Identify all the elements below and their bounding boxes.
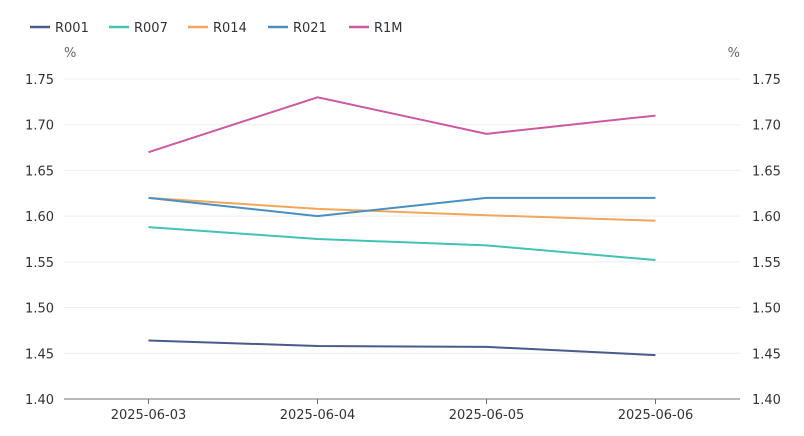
legend: R001 R007 R014 R021 R1M <box>30 21 403 36</box>
y-tick-label-left: 1.55 <box>25 256 54 271</box>
x-tick-label: 2025-06-04 <box>280 408 356 423</box>
legend-label-r014: R014 <box>213 21 247 36</box>
y-tick-label-right: 1.55 <box>752 256 781 271</box>
series-line-r001 <box>148 339 656 357</box>
y-axis-unit-left: % <box>64 46 76 61</box>
y-tick-label-right: 1.50 <box>752 302 781 317</box>
y-tick-label-right: 1.40 <box>752 393 781 408</box>
series-line-r021 <box>148 196 656 218</box>
series-lines <box>148 96 656 357</box>
y-tick-label-left: 1.75 <box>25 73 54 88</box>
legend-label-r1m: R1M <box>374 21 403 36</box>
y-tick-label-left: 1.60 <box>25 210 54 225</box>
gridlines <box>64 78 740 354</box>
x-tick-label: 2025-06-03 <box>111 408 187 423</box>
y-tick-label-left: 1.65 <box>25 164 54 179</box>
legend-label-r021: R021 <box>293 21 327 36</box>
legend-label-r001: R001 <box>55 21 89 36</box>
y-tick-label-left: 1.70 <box>25 119 54 134</box>
x-tick-label: 2025-06-06 <box>618 408 694 423</box>
y-axis-left: 1.40 1.45 1.50 1.55 1.60 1.65 1.70 1.75 <box>25 73 54 408</box>
y-tick-label-left: 1.45 <box>25 347 54 362</box>
y-axis-right: 1.40 1.45 1.50 1.55 1.60 1.65 1.70 1.75 <box>752 73 781 408</box>
y-tick-label-right: 1.60 <box>752 210 781 225</box>
y-axis-unit-right: % <box>728 46 740 61</box>
series-line-r014 <box>148 196 656 222</box>
legend-label-r007: R007 <box>134 21 168 36</box>
y-tick-label-right: 1.75 <box>752 73 781 88</box>
x-tick-label: 2025-06-05 <box>449 408 525 423</box>
y-tick-label-right: 1.65 <box>752 164 781 179</box>
series-line-r007 <box>148 226 656 262</box>
x-axis: 2025-06-03 2025-06-04 2025-06-05 2025-06-06 <box>64 398 740 423</box>
y-tick-label-right: 1.70 <box>752 119 781 134</box>
y-tick-label-left: 1.50 <box>25 302 54 317</box>
y-tick-label-right: 1.45 <box>752 347 781 362</box>
y-tick-label-left: 1.40 <box>25 393 54 408</box>
series-line-r1m <box>148 96 656 154</box>
